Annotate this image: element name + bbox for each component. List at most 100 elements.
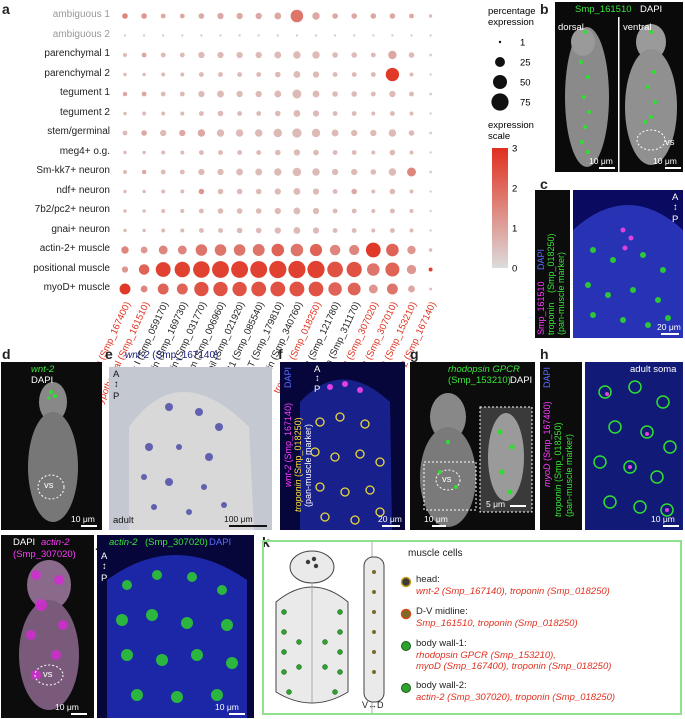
dotplot-dot — [407, 167, 416, 177]
legend-bw2-title: body wall-2: — [416, 680, 467, 691]
size-legend-label: 1 — [520, 38, 525, 49]
legend-bw1-title: body wall-1: — [416, 638, 467, 649]
dotplot-dot — [176, 283, 188, 295]
dotplot-dot — [232, 281, 247, 297]
size-legend-label: 25 — [520, 58, 531, 69]
dotplot-dot — [121, 266, 129, 273]
panel-i-vs-label: vs — [43, 669, 53, 680]
dotplot-dot — [123, 209, 127, 213]
dotplot-dot — [274, 188, 281, 195]
dotplot-dot — [371, 228, 376, 233]
panel-b-gene-label: Smp_161510 — [575, 4, 632, 15]
dotplot-dot — [198, 13, 205, 19]
panel-e-p-label: P — [113, 391, 120, 402]
dotplot-dot — [308, 281, 324, 297]
panel-f-arrow: ↕ — [315, 373, 320, 384]
dotplot-dot — [389, 13, 396, 19]
panel-d-label: d — [2, 346, 11, 362]
panel-f-image: A ↕ P DAPI wnt-2 (Smp_167140) troponin (… — [280, 362, 405, 530]
dotplot-dot — [385, 262, 400, 277]
dotplot-dot — [255, 208, 262, 214]
dotplot-dot — [233, 244, 246, 256]
panel-d-scalebar — [81, 525, 97, 527]
dotplot-dot — [217, 90, 224, 98]
panel-i-image: DAPI actin-2 (Smp_307020) vs 10 μm — [1, 535, 94, 718]
panel-k-title: muscle cells — [408, 548, 463, 559]
panel-g-image: rhodopsin GPCR (Smp_153210) DAPI vs 10 μ… — [410, 362, 535, 530]
dotplot-dot — [273, 128, 283, 138]
dotplot-dot — [180, 209, 185, 213]
color-legend-tick: 1 — [512, 224, 517, 235]
dotplot-dot — [332, 189, 338, 194]
dotplot-dot — [389, 111, 395, 116]
dotplot-dot — [309, 243, 323, 257]
dotplot-dot — [388, 50, 397, 60]
dotplot-dot — [122, 91, 128, 97]
legend-dv-title: D-V midline: — [416, 606, 468, 617]
legend-head-title: head: — [416, 574, 440, 585]
dotplot-dot — [429, 73, 432, 76]
dotplot-dot — [351, 208, 357, 214]
dotplot-dot — [409, 111, 414, 116]
panel-c-label: c — [540, 176, 548, 192]
dotplot-dot — [161, 189, 166, 194]
dotplot-dot — [388, 168, 397, 176]
dotplot-row-label: actin-2+ muscle — [39, 243, 110, 254]
panel-b-scale-1: 10 μm — [589, 156, 613, 166]
dotplot-dot — [429, 170, 433, 174]
dotplot-dot — [292, 89, 302, 99]
panel-f-gene1: wnt-2 — [283, 464, 293, 487]
dotplot-dot — [293, 149, 301, 156]
panel-c-troponin-label: troponin — [546, 302, 556, 335]
panel-b-label: b — [540, 1, 549, 17]
dotplot-dot — [370, 169, 377, 175]
panel-g-id-label: (Smp_153210) — [448, 375, 511, 386]
dotplot-dot — [409, 189, 414, 194]
dotplot-dot — [141, 169, 147, 175]
dotplot-dot — [162, 34, 165, 37]
dotplot-dot — [119, 283, 131, 295]
panel-c-scalebar — [661, 333, 679, 335]
dotplot-dot — [347, 282, 361, 296]
panel-i-id-label: (Smp_307020) — [13, 549, 76, 560]
dotplot-dot — [429, 53, 433, 57]
dotplot-dot — [157, 283, 169, 295]
panel-h-tissue — [593, 380, 677, 517]
dotplot-dot — [255, 51, 262, 59]
dotplot-dot — [141, 13, 147, 19]
panel-e-a-label: A — [113, 369, 120, 380]
panel-h-label-box: DAPI myoD (Smp_167400) troponin (Smp_018… — [540, 362, 582, 530]
legend-bw1-genes: rhodopsin GPCR (Smp_153210), — [416, 650, 556, 661]
dotplot-dot — [351, 168, 358, 176]
panel-b-scale-2: 10 μm — [653, 156, 677, 166]
dotplot-dot — [255, 90, 262, 98]
dotplot-dot — [406, 264, 417, 275]
dotplot-chart: percentage expression 1 25 50 75 expression sca… — [119, 6, 536, 297]
dotplot-dot — [236, 90, 243, 98]
dotplot-dot — [276, 34, 279, 37]
panel-h-id1: (Smp_167400) — [542, 401, 552, 461]
dotplot-dot — [255, 168, 263, 176]
dotplot-dot — [371, 209, 376, 213]
dotplot-dot — [407, 245, 416, 255]
dotplot-dot — [236, 168, 244, 176]
panel-e-id: (Smp_167140) — [152, 350, 219, 361]
size-legend-dot — [492, 74, 508, 90]
dotplot-dot — [371, 189, 376, 194]
panel-d-gene-label: wnt-2 — [31, 364, 55, 375]
dotplot-dot — [141, 130, 147, 136]
legend-bw2-genes: actin-2 (Smp_307020), troponin (Smp_0182… — [416, 692, 616, 703]
dotplot-row-label: gnai+ neuron — [51, 223, 110, 235]
dotplot-dot — [216, 129, 225, 137]
dotplot-row-label: positional muscle — [33, 262, 110, 274]
dotplot-dot — [180, 72, 185, 77]
panel-f-id1: (Smp_167140) — [283, 402, 293, 463]
dotplot-dot — [198, 72, 204, 77]
dotplot-dot — [371, 150, 376, 155]
panel-g-scale-1: 10 μm — [424, 514, 448, 524]
size-legend-title: percentage expression — [488, 6, 536, 28]
dotplot-dot — [385, 67, 400, 82]
dotplot-dot — [429, 209, 432, 213]
dotplot-dot — [180, 150, 185, 155]
dotplot-dot — [236, 188, 243, 195]
